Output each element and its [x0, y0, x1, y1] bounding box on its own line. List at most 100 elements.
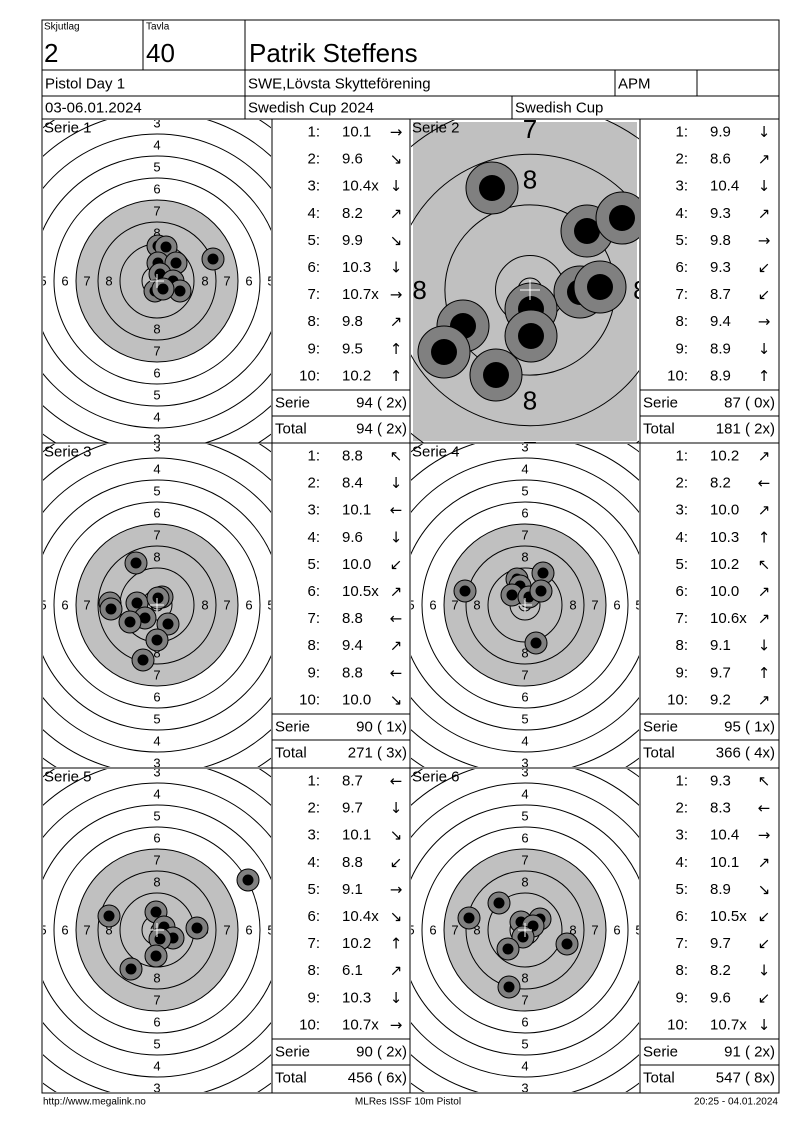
shot-center: [431, 339, 457, 365]
class: APM: [618, 76, 651, 93]
serie-sum-label: Serie: [643, 719, 678, 736]
shot-direction: ↓: [758, 123, 771, 141]
club: SWE,Lövsta Skytteförening: [248, 76, 431, 93]
shot-center: [574, 218, 600, 244]
serie-sum: 94 ( 2x): [356, 395, 407, 412]
ring: [411, 457, 639, 753]
shot-score: 8.7: [710, 286, 731, 303]
shot-number: 3:: [675, 502, 688, 519]
shot-number: 5:: [307, 881, 320, 898]
shot-direction: ↙: [758, 259, 771, 277]
ring-label: 8: [523, 165, 537, 195]
ring-label: 6: [429, 598, 436, 613]
ring-label: 8: [153, 322, 160, 337]
serie-label: Serie 3: [44, 444, 92, 461]
ring: [53, 177, 261, 385]
ring-label: 5: [153, 388, 160, 403]
shot-center: [609, 205, 635, 231]
shot-number: 8:: [307, 637, 320, 654]
shot-direction: ↑: [758, 528, 771, 546]
shot-number: 7:: [675, 286, 688, 303]
shot-direction: ↙: [390, 555, 403, 573]
shot-number: 2:: [675, 800, 688, 817]
ring-label: 5: [39, 598, 46, 613]
total-sum: 181 ( 2x): [716, 421, 775, 438]
shot-score: 10.1: [342, 124, 371, 141]
ring-label: 6: [153, 1015, 160, 1030]
shot-direction: →: [758, 826, 771, 844]
ring-label: 6: [61, 598, 68, 613]
shot-direction: ↓: [758, 340, 771, 358]
ring-label: 8: [473, 598, 480, 613]
shot-score: 8.8: [342, 448, 363, 465]
shot-center: [162, 618, 174, 630]
ring-label: 3: [521, 1081, 528, 1096]
ring-label: 3: [153, 440, 160, 455]
serie-label: Serie 5: [44, 769, 92, 786]
serie-label: Serie 6: [412, 769, 460, 786]
ring-label: 6: [61, 274, 68, 289]
shot-number: 3:: [307, 827, 320, 844]
shot-score: 9.3: [710, 773, 731, 790]
shot-score: 8.4: [342, 475, 363, 492]
shot-number: 3:: [675, 178, 688, 195]
shot-number: 10:: [667, 691, 688, 708]
ring-label: 6: [153, 506, 160, 521]
shot-center: [517, 931, 529, 943]
ring-label: 8: [105, 923, 112, 938]
ring-label: 5: [267, 274, 274, 289]
shot-score: 9.6: [710, 989, 731, 1006]
shot-direction: ↓: [390, 474, 403, 492]
shot-center: [207, 253, 219, 265]
ring-label: 6: [153, 182, 160, 197]
shot-direction: ↗: [390, 962, 403, 980]
ring-label: 6: [153, 831, 160, 846]
shot-direction: →: [758, 313, 771, 331]
ring-label: 3: [153, 432, 160, 447]
shot-direction: ↖: [758, 772, 771, 790]
ring-label: 6: [429, 923, 436, 938]
shot-number: 6:: [675, 908, 688, 925]
ring-label: 5: [521, 712, 528, 727]
shot-center: [160, 241, 172, 253]
shot-center: [130, 557, 142, 569]
shot-number: 8:: [307, 962, 320, 979]
shot-center: [139, 612, 151, 624]
total-sum: 94 ( 2x): [356, 421, 407, 438]
shot-number: 10:: [667, 1016, 688, 1033]
shot-direction: ↗: [758, 853, 771, 871]
ring-label: 3: [521, 440, 528, 455]
ring: [411, 479, 639, 731]
shot-number: 9:: [307, 989, 320, 1006]
ring-label: 3: [153, 756, 160, 771]
shot-direction: ↗: [758, 610, 771, 628]
shot-score: 9.8: [342, 313, 363, 330]
serie-sum: 91 ( 2x): [724, 1044, 775, 1061]
shot-direction: ↙: [758, 908, 771, 926]
ring-label: 4: [153, 410, 160, 425]
ring-label: 7: [591, 923, 598, 938]
shot-direction: ↓: [390, 528, 403, 546]
shot-number: 10:: [299, 367, 320, 384]
ring-label: 8: [569, 923, 576, 938]
ring-label: 7: [521, 528, 528, 543]
shot-center: [150, 906, 162, 918]
ring: [411, 804, 639, 1056]
shot-direction: ↑: [758, 367, 771, 385]
ring-label: 8: [201, 274, 208, 289]
ring-label: 5: [153, 809, 160, 824]
shot-number: 5:: [675, 556, 688, 573]
shot-number: 2:: [307, 800, 320, 817]
ring-label: 3: [521, 756, 528, 771]
total-sum: 547 ( 8x): [716, 1070, 775, 1087]
footer-url: http://www.megalink.no: [43, 1097, 146, 1108]
shot-score: 9.3: [710, 259, 731, 276]
ring: [53, 501, 261, 709]
ring: [43, 782, 271, 1078]
shot-center: [561, 938, 573, 950]
shot-score: 10.4: [710, 827, 739, 844]
shot-direction: ↑: [390, 367, 403, 385]
